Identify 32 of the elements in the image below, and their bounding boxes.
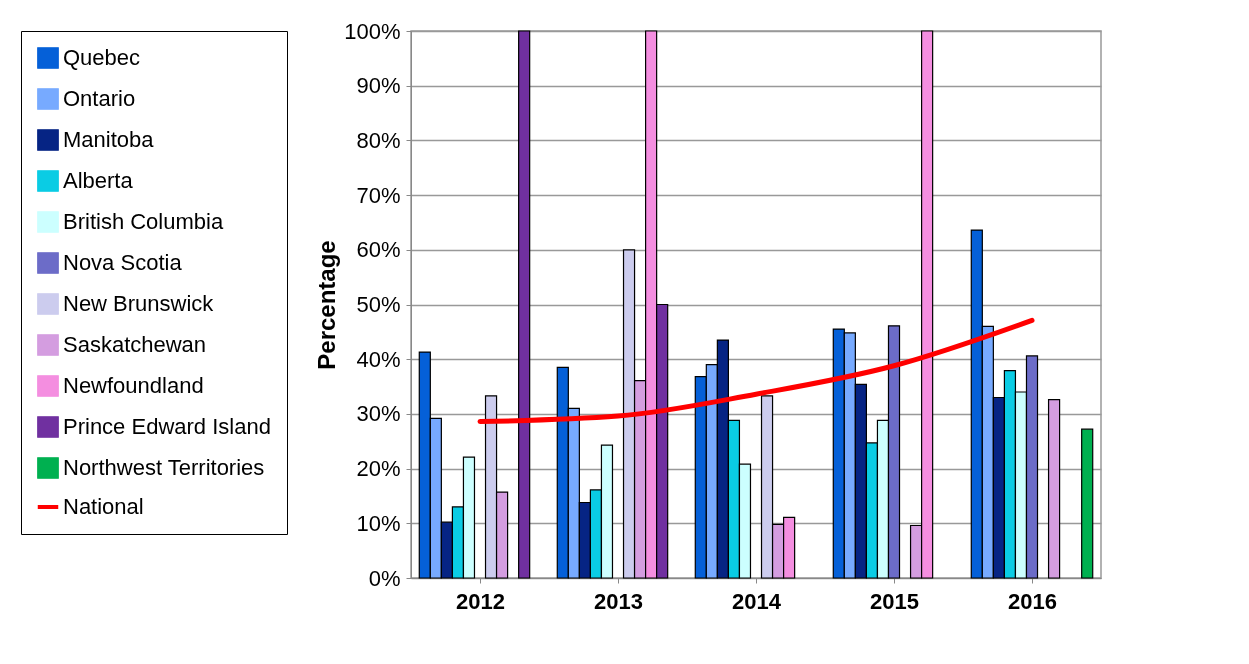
bar [518, 30, 531, 579]
y-tick-label: 100% [344, 18, 401, 44]
legend-label: National [63, 494, 144, 519]
x-tick-label: 2013 [594, 588, 643, 614]
legend-label: Newfoundland [63, 373, 204, 398]
legend-label: Alberta [63, 168, 134, 193]
legend-label: British Columbia [63, 209, 224, 234]
y-tick-label: 0% [368, 565, 401, 591]
legend-label: Ontario [63, 86, 136, 111]
x-tick-label: 2015 [870, 588, 919, 614]
bar [1081, 428, 1094, 579]
y-axis-title: Percentage [313, 240, 341, 370]
bar [1047, 399, 1061, 579]
y-tick-label: 60% [356, 237, 401, 263]
legend-label: Northwest Territories [63, 455, 265, 480]
y-tick-label: 90% [356, 73, 401, 99]
legend-label: Quebec [63, 45, 141, 70]
legend-label: Prince Edward Island [63, 414, 271, 439]
y-tick-label: 80% [356, 127, 401, 153]
y-tick-label: 10% [356, 510, 401, 536]
legend-label: New Brunswick [63, 291, 215, 316]
legend-label: Manitoba [63, 127, 155, 152]
x-tick-label: 2012 [456, 588, 505, 614]
x-tick-label: 2016 [1008, 588, 1057, 614]
y-tick-label: 30% [356, 401, 401, 427]
y-tick-label: 20% [356, 456, 401, 482]
legend-label: Nova Scotia [63, 250, 183, 275]
legend-label: Saskatchewan [63, 332, 207, 357]
y-tick-label: 50% [356, 292, 401, 317]
y-tick-label: 70% [356, 182, 401, 208]
x-tick-label: 2014 [732, 588, 782, 614]
y-tick-label: 40% [356, 346, 401, 372]
